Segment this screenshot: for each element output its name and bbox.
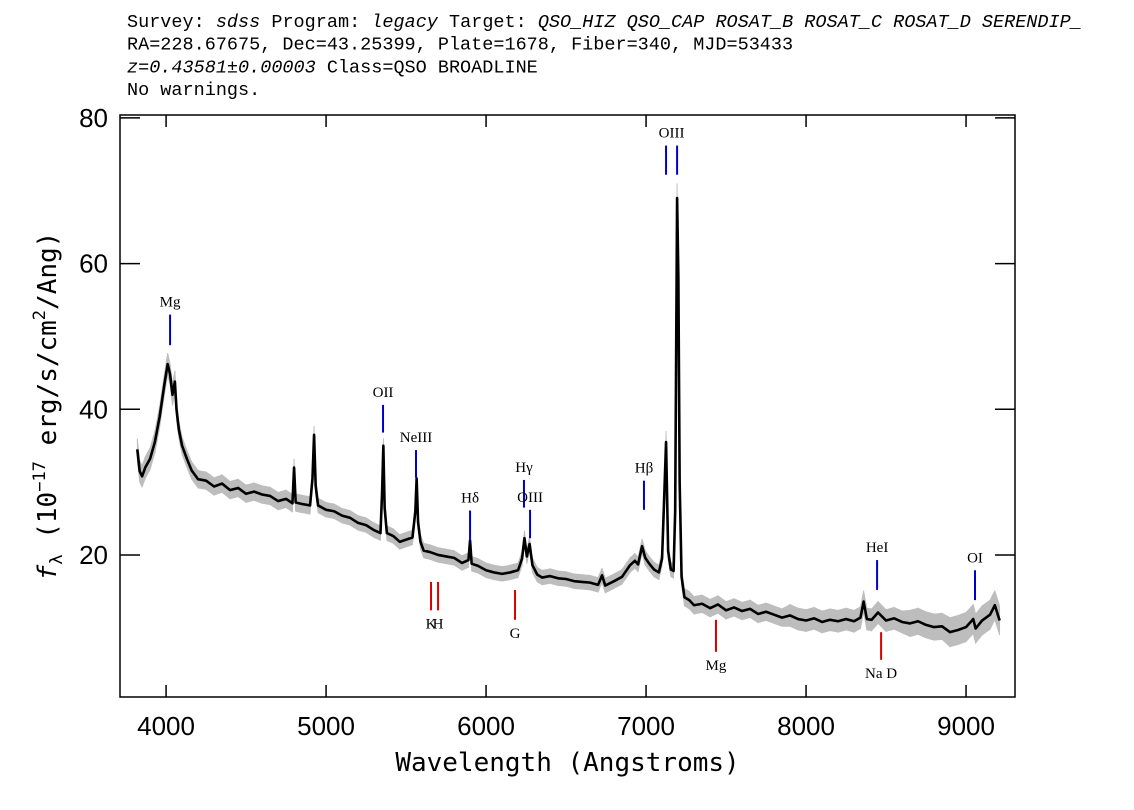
spectrum-line — [135, 196, 1001, 634]
header-segment: RA=228.67675, Dec=43.25399, Plate=1678, … — [127, 35, 793, 56]
line-label: OII — [373, 385, 394, 401]
line-label: Mg — [706, 658, 727, 674]
y-tick-label: 80 — [79, 103, 108, 133]
header-segment: Survey: — [127, 12, 216, 33]
header-segment: Program: — [260, 12, 371, 33]
axes-frame — [119, 114, 1016, 698]
y-tick-label: 60 — [79, 249, 108, 279]
line-label: Hγ — [515, 460, 533, 476]
x-tick-label: 4000 — [137, 711, 195, 741]
line-label: OIII — [517, 490, 543, 506]
line-label: NeIII — [400, 430, 432, 446]
header-segment: Target: — [438, 12, 538, 33]
y-axis-label-segment: λ — [47, 554, 67, 564]
header-segment: Class=QSO BROADLINE — [316, 57, 538, 78]
x-tick-label: 8000 — [777, 711, 835, 741]
header-segment: No warnings. — [127, 80, 260, 101]
line-label: Na D — [865, 666, 897, 682]
line-label: OIII — [659, 126, 685, 142]
x-tick-label: 9000 — [937, 711, 995, 741]
y-tick-label: 20 — [79, 540, 108, 570]
y-axis-label-segment: 2 — [30, 310, 50, 320]
x-tick-label: 7000 — [617, 711, 675, 741]
header-line: Survey: sdss Program: legacy Target: QSO… — [127, 12, 1082, 33]
y-axis-label-segment: (10 — [33, 492, 63, 555]
line-label: G — [510, 626, 521, 642]
plot-area — [135, 183, 1001, 648]
x-axis-label: Wavelength (Angstroms) — [395, 748, 739, 778]
header-line: RA=228.67675, Dec=43.25399, Plate=1678, … — [127, 35, 793, 56]
y-axis-label-segment: −17 — [30, 461, 50, 492]
line-label: H — [433, 616, 444, 632]
y-axis-label: fλ (10−17 erg/s/cm2/Ang) — [30, 232, 67, 581]
header-line: z=0.43581±0.00003 Class=QSO BROADLINE — [127, 57, 538, 78]
header-segment: QSO_HIZ QSO_CAP ROSAT_B ROSAT_C ROSAT_D … — [538, 12, 1082, 33]
header-line: No warnings. — [127, 80, 260, 101]
header-segment: legacy — [371, 12, 439, 33]
y-axis-label-segment: f — [33, 564, 63, 580]
y-axis-label-segment: erg/s/cm — [33, 320, 63, 461]
line-label: Hβ — [635, 461, 653, 477]
header-segment: z=0.43581±0.00003 — [127, 57, 316, 78]
x-tick-label: 6000 — [457, 711, 515, 741]
line-label: K — [426, 616, 437, 632]
y-tick-label: 40 — [79, 394, 108, 424]
line-label: HeI — [866, 540, 889, 556]
line-label: OI — [967, 550, 983, 566]
x-tick-label: 5000 — [297, 711, 355, 741]
line-label: Hδ — [461, 491, 479, 507]
y-axis-label-segment: /Ang) — [33, 232, 63, 310]
header-segment: sdss — [216, 12, 260, 33]
line-label: Mg — [160, 295, 181, 311]
